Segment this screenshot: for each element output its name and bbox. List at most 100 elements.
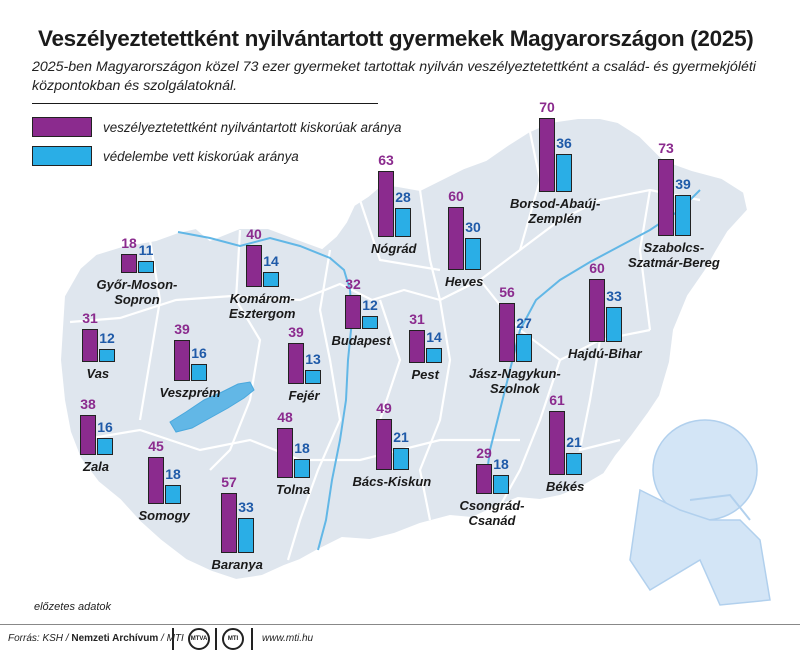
bar-registered bbox=[148, 457, 164, 504]
value-label-registered: 38 bbox=[80, 396, 96, 412]
page-title: Veszélyeztetettként nyilvántartott gyerm… bbox=[38, 26, 754, 51]
county-name: Nógrád bbox=[371, 241, 417, 256]
bar-registered bbox=[499, 303, 515, 362]
bar-protected bbox=[191, 364, 207, 381]
value-label-protected: 30 bbox=[465, 219, 481, 235]
bar-protected bbox=[165, 485, 181, 504]
bar-protected bbox=[516, 334, 532, 362]
lake-balaton bbox=[169, 381, 255, 433]
title-rule bbox=[32, 103, 378, 104]
bar-protected bbox=[138, 261, 154, 273]
bar-protected bbox=[393, 448, 409, 470]
county-name: Veszprém bbox=[159, 385, 221, 400]
bar-protected bbox=[305, 370, 321, 384]
sitting-child-illustration bbox=[629, 419, 771, 606]
footer-divider bbox=[0, 624, 800, 625]
value-label-registered: 29 bbox=[476, 445, 492, 461]
bar-registered bbox=[549, 411, 565, 475]
county-name: Budapest bbox=[331, 333, 391, 348]
bar-protected bbox=[362, 316, 378, 329]
bar-registered bbox=[246, 245, 262, 287]
bar-protected bbox=[675, 195, 691, 236]
value-label-protected: 33 bbox=[238, 499, 254, 515]
bar-registered bbox=[658, 159, 674, 236]
source-credit: Forrás: KSH / Nemzeti Archívum / MTI bbox=[8, 633, 184, 644]
bar-protected bbox=[426, 348, 442, 363]
value-label-registered: 57 bbox=[221, 474, 237, 490]
value-label-protected: 11 bbox=[138, 242, 154, 258]
county-name: Borsod-Abaúj- Zemplén bbox=[510, 196, 601, 226]
value-label-protected: 16 bbox=[97, 419, 113, 435]
value-label-registered: 70 bbox=[539, 99, 555, 115]
county-name: Szabolcs- Szatmár-Bereg bbox=[628, 240, 720, 270]
county-borders bbox=[69, 131, 701, 561]
county-name: Békés bbox=[546, 479, 585, 494]
footer-separator bbox=[215, 628, 217, 650]
bar-registered bbox=[378, 171, 394, 237]
county-name: Jász-Nagykun- Szolnok bbox=[469, 366, 561, 396]
bar-registered bbox=[409, 330, 425, 363]
value-label-protected: 18 bbox=[493, 456, 509, 472]
bar-registered bbox=[476, 464, 492, 494]
footer-separator bbox=[251, 628, 253, 650]
value-label-protected: 16 bbox=[191, 345, 207, 361]
bar-registered bbox=[80, 415, 96, 455]
bar-registered bbox=[345, 295, 361, 329]
bar-registered bbox=[539, 118, 555, 192]
bar-protected bbox=[493, 475, 509, 494]
bar-protected bbox=[566, 453, 582, 475]
value-label-registered: 40 bbox=[246, 226, 262, 242]
value-label-registered: 61 bbox=[549, 392, 565, 408]
value-label-protected: 14 bbox=[263, 253, 279, 269]
value-label-protected: 12 bbox=[362, 297, 378, 313]
county-name: Fejér bbox=[288, 388, 320, 403]
source-prefix: Forrás: KSH / bbox=[8, 633, 72, 644]
bar-registered bbox=[589, 279, 605, 342]
bar-protected bbox=[238, 518, 254, 553]
value-label-protected: 28 bbox=[395, 189, 411, 205]
county-name: Tolna bbox=[276, 482, 311, 497]
county-name: Bács-Kiskun bbox=[352, 474, 432, 489]
bar-protected bbox=[465, 238, 481, 270]
county-name: Győr-Moson- Sopron bbox=[96, 277, 178, 307]
bar-protected bbox=[606, 307, 622, 342]
legend-label-a: veszélyeztetettként nyilvántartott kisko… bbox=[103, 119, 402, 135]
value-label-registered: 18 bbox=[121, 235, 137, 251]
bar-registered bbox=[376, 419, 392, 470]
county-name: Csongrád- Csanád bbox=[459, 498, 525, 528]
bar-registered bbox=[121, 254, 137, 273]
bar-registered bbox=[174, 340, 190, 381]
mtva-logo: MTVA bbox=[188, 628, 210, 650]
value-label-protected: 27 bbox=[516, 315, 532, 331]
value-label-registered: 48 bbox=[277, 409, 293, 425]
bar-protected bbox=[99, 349, 115, 362]
website-link[interactable]: www.mti.hu bbox=[262, 633, 314, 644]
value-label-protected: 21 bbox=[393, 429, 409, 445]
value-label-protected: 18 bbox=[294, 440, 310, 456]
county-name: Vas bbox=[86, 366, 110, 381]
bar-registered bbox=[277, 428, 293, 478]
legend-item-b: védelembe vett kiskorúak aránya bbox=[32, 145, 299, 167]
legend-item-a: veszélyeztetettként nyilvántartott kisko… bbox=[32, 116, 401, 138]
county-name: Heves bbox=[445, 274, 484, 289]
value-label-registered: 63 bbox=[378, 152, 394, 168]
preliminary-note: előzetes adatok bbox=[34, 601, 112, 613]
tisza-river bbox=[485, 189, 701, 481]
county-name: Pest bbox=[411, 367, 439, 382]
value-label-protected: 36 bbox=[556, 135, 572, 151]
value-label-registered: 39 bbox=[174, 321, 190, 337]
bar-registered bbox=[221, 493, 237, 553]
value-label-protected: 21 bbox=[566, 434, 582, 450]
value-label-protected: 39 bbox=[675, 176, 691, 192]
value-label-registered: 32 bbox=[345, 276, 361, 292]
bar-registered bbox=[82, 329, 98, 362]
value-label-registered: 60 bbox=[589, 260, 605, 276]
value-label-registered: 73 bbox=[658, 140, 674, 156]
county-name: Hajdú-Bihar bbox=[568, 346, 642, 361]
footer-separator bbox=[172, 628, 174, 650]
value-label-protected: 18 bbox=[165, 466, 181, 482]
legend-label-b: védelembe vett kiskorúak aránya bbox=[103, 148, 299, 164]
county-name: Zala bbox=[83, 459, 110, 474]
subtitle: 2025-ben Magyarországon közel 73 ezer gy… bbox=[32, 59, 756, 94]
